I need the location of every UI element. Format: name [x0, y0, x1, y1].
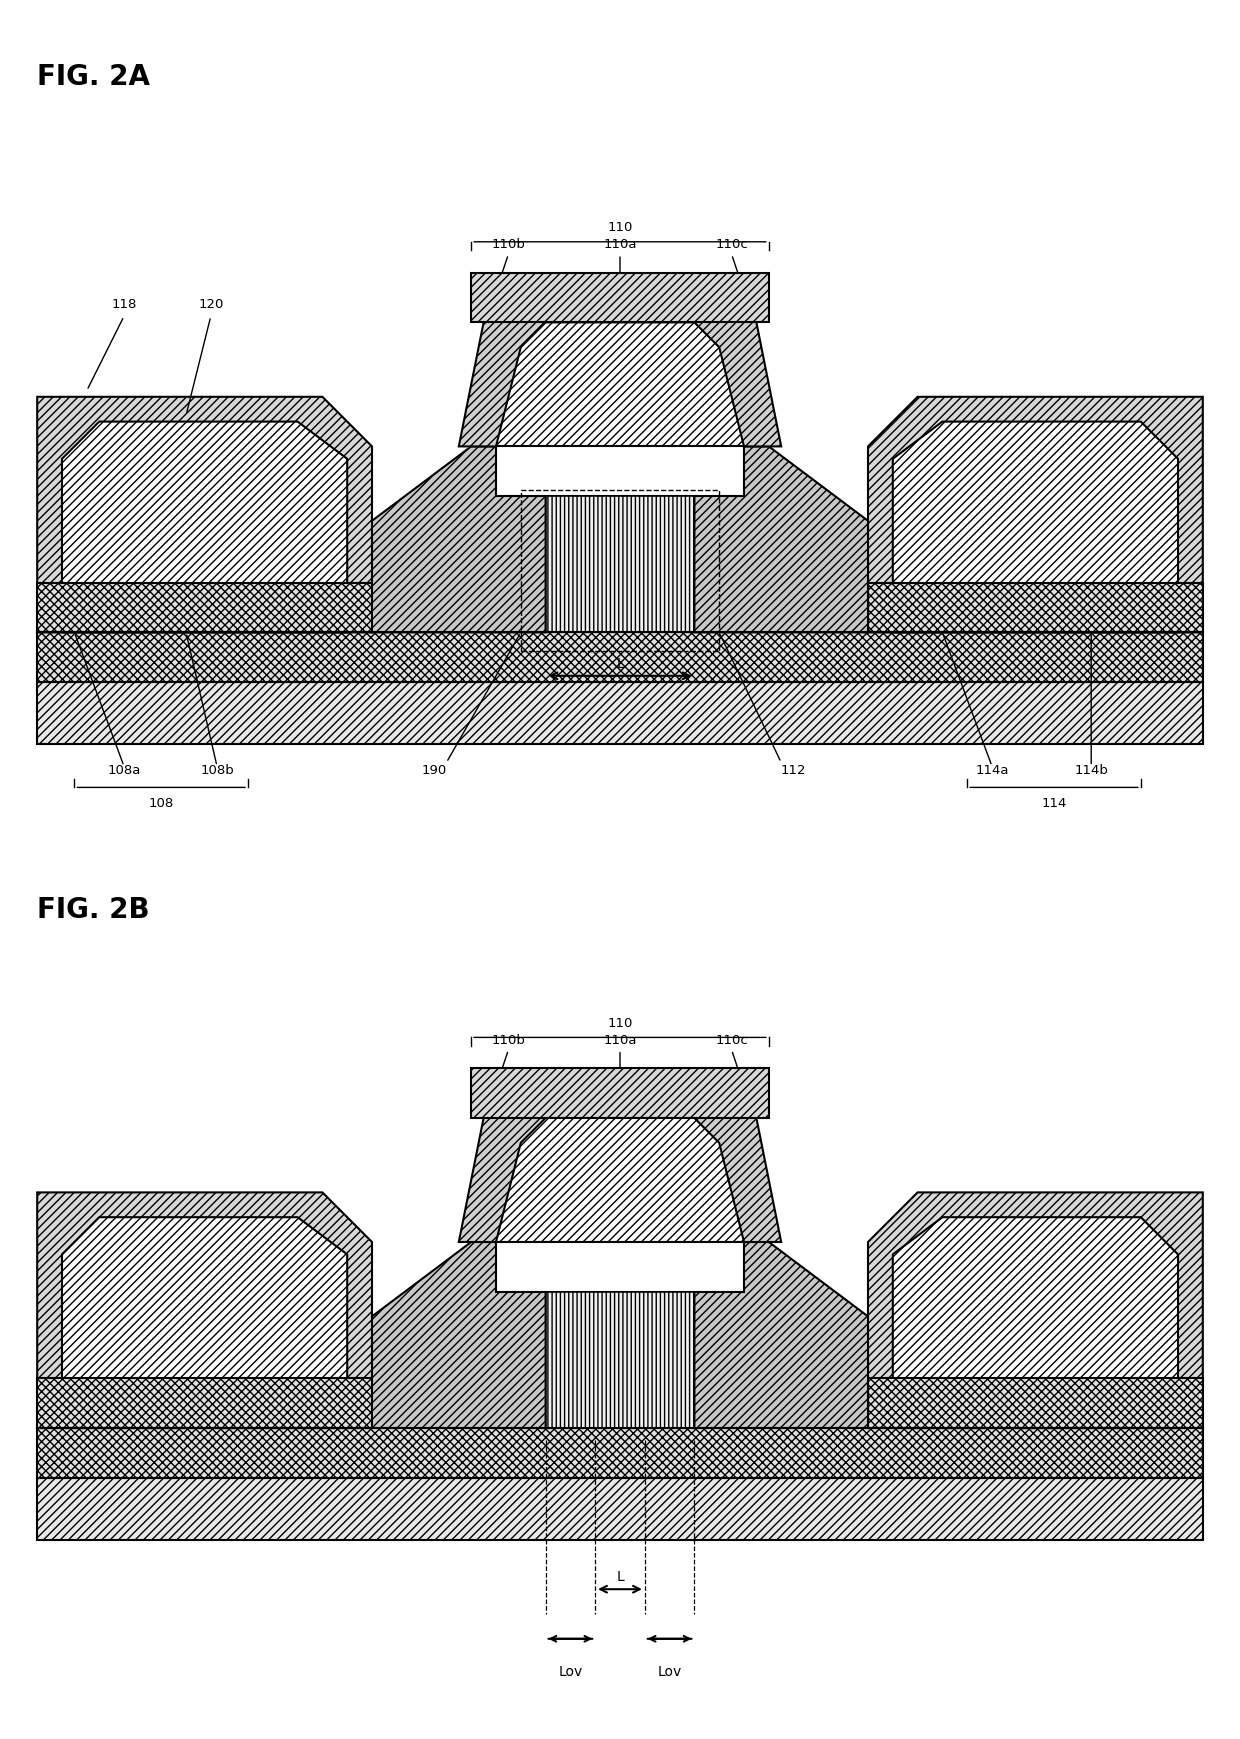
Bar	[37, 633, 1203, 683]
Text: 110: 110	[608, 221, 632, 235]
Bar	[496, 1242, 744, 1292]
Polygon shape	[893, 423, 1178, 633]
Bar	[37, 1379, 372, 1428]
Polygon shape	[893, 1217, 1178, 1428]
Polygon shape	[459, 299, 781, 447]
Polygon shape	[868, 1193, 1203, 1428]
Polygon shape	[694, 1242, 868, 1428]
Text: 110c: 110c	[715, 238, 748, 252]
Bar	[868, 584, 1203, 633]
Bar	[37, 683, 1203, 744]
Text: 110c: 110c	[715, 1033, 748, 1047]
Bar	[37, 584, 372, 633]
Polygon shape	[37, 1193, 372, 1428]
Bar	[546, 497, 694, 633]
Polygon shape	[868, 398, 1203, 633]
Text: 110b: 110b	[491, 238, 526, 252]
Text: 110b: 110b	[491, 1033, 526, 1047]
Bar	[546, 447, 694, 633]
Bar	[546, 1242, 694, 1428]
Bar	[471, 1069, 769, 1118]
Polygon shape	[372, 447, 546, 633]
Text: 114a: 114a	[975, 763, 1009, 776]
Text: 114: 114	[1042, 796, 1066, 810]
Bar	[521, 490, 719, 652]
Bar	[496, 447, 744, 497]
Text: 118: 118	[112, 297, 136, 311]
Text: 112: 112	[781, 763, 806, 776]
Polygon shape	[496, 323, 744, 447]
Text: Lov: Lov	[558, 1664, 583, 1678]
Polygon shape	[459, 1094, 781, 1242]
Polygon shape	[62, 1217, 347, 1428]
Polygon shape	[694, 447, 868, 633]
Text: 114b: 114b	[1074, 763, 1109, 776]
Text: 108a: 108a	[108, 763, 140, 776]
Polygon shape	[37, 398, 372, 633]
Text: 120: 120	[198, 297, 223, 311]
Text: L: L	[616, 1569, 624, 1582]
Polygon shape	[62, 423, 347, 633]
Bar	[37, 1428, 1203, 1478]
Text: 110a: 110a	[603, 238, 637, 252]
Text: Lov: Lov	[657, 1664, 682, 1678]
Text: L: L	[616, 656, 624, 670]
Bar	[471, 273, 769, 323]
Bar	[37, 1478, 1203, 1539]
Bar	[546, 1292, 694, 1428]
Text: 110: 110	[608, 1016, 632, 1029]
Text: FIG. 2A: FIG. 2A	[37, 63, 150, 90]
Polygon shape	[372, 1242, 546, 1428]
Text: 108: 108	[149, 796, 174, 810]
Bar	[868, 1379, 1203, 1428]
Text: 110a: 110a	[603, 1033, 637, 1047]
Text: 190: 190	[422, 763, 446, 776]
Polygon shape	[496, 1118, 744, 1242]
Text: FIG. 2B: FIG. 2B	[37, 896, 150, 923]
Text: 108b: 108b	[200, 763, 234, 776]
